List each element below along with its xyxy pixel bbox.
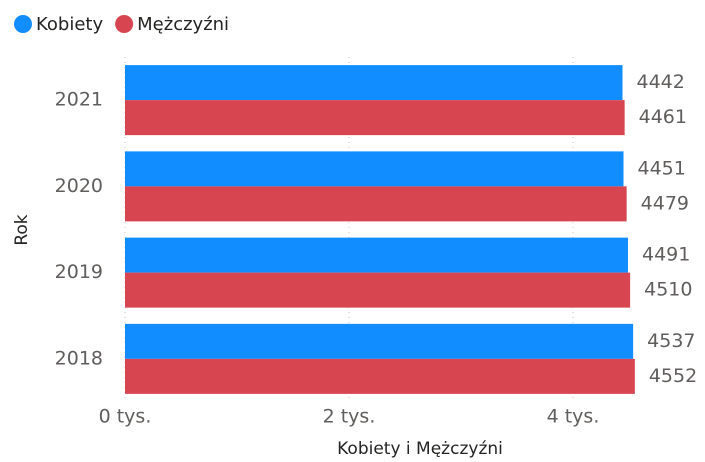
value-label: 4479 — [641, 192, 689, 214]
bar — [125, 237, 628, 273]
bar — [125, 323, 634, 359]
x-tick-label: 4 tys. — [547, 406, 600, 428]
y-axis-title: Rok — [12, 214, 32, 245]
legend-swatch — [115, 15, 134, 33]
bar — [125, 65, 623, 101]
bar — [125, 186, 627, 222]
value-label: 4510 — [644, 279, 692, 301]
legend-swatch — [14, 15, 32, 33]
x-axis-title: Kobiety i Mężczyźni — [337, 439, 503, 459]
y-tick-label: 2019 — [55, 261, 103, 283]
bar — [125, 100, 625, 136]
value-label: 4537 — [647, 330, 695, 352]
value-label: 4451 — [638, 157, 686, 179]
y-tick-label: 2020 — [55, 175, 103, 197]
y-tick-label: 2018 — [55, 347, 103, 369]
legend-label: Mężczyźni — [137, 14, 229, 35]
value-label: 4491 — [642, 244, 690, 266]
value-label: 4461 — [639, 106, 687, 128]
bar — [125, 272, 631, 308]
y-tick-label: 2021 — [55, 89, 103, 111]
bar — [125, 151, 624, 187]
x-tick-label: 0 tys. — [99, 406, 152, 428]
value-label: 4552 — [649, 365, 697, 387]
x-tick-label: 2 tys. — [323, 406, 376, 428]
bar — [125, 358, 635, 394]
legend-label: Kobiety — [36, 14, 103, 35]
value-label: 4442 — [637, 71, 685, 93]
